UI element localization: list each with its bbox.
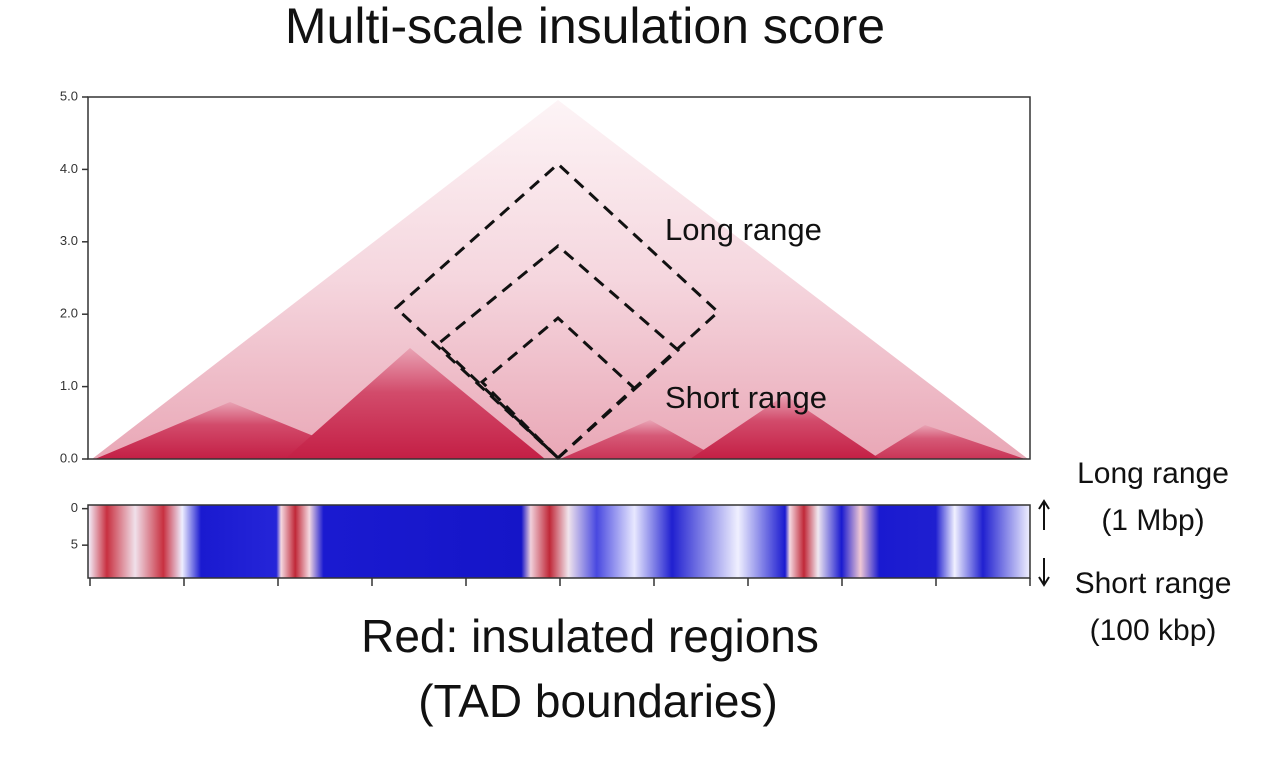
y-tick-label: 5.0 bbox=[60, 88, 78, 103]
caption: (TAD boundaries) bbox=[418, 675, 778, 727]
y-tick-label: 5 bbox=[71, 537, 78, 552]
side-label: (100 kbp) bbox=[1090, 614, 1217, 647]
side-label: Short range bbox=[1075, 567, 1232, 600]
windows bbox=[393, 161, 721, 461]
y-tick-label: 1.0 bbox=[60, 378, 78, 393]
annotation: Long range bbox=[665, 212, 822, 247]
tad bbox=[285, 348, 545, 459]
arrows bbox=[1038, 499, 1050, 587]
y-tick-label: 3.0 bbox=[60, 233, 78, 248]
contact-map bbox=[92, 100, 1028, 459]
y-tick-label: 4.0 bbox=[60, 161, 78, 176]
side-label: (1 Mbp) bbox=[1101, 504, 1204, 537]
y-tick-label: 0 bbox=[71, 500, 78, 515]
caption: Red: insulated regions bbox=[361, 610, 819, 662]
tad bbox=[870, 425, 1025, 459]
tad bbox=[690, 395, 880, 459]
x-ticks bbox=[89, 578, 1031, 586]
side-label: Long range bbox=[1077, 457, 1229, 490]
insulation-strip bbox=[87, 504, 1031, 579]
y-tick-label: 0.0 bbox=[60, 450, 78, 465]
title: Multi-scale insulation score bbox=[285, 0, 885, 54]
plot-frame bbox=[87, 96, 1031, 460]
annotation: Short range bbox=[665, 380, 827, 415]
y-tick-label: 2.0 bbox=[60, 306, 78, 321]
tad bbox=[560, 420, 720, 459]
